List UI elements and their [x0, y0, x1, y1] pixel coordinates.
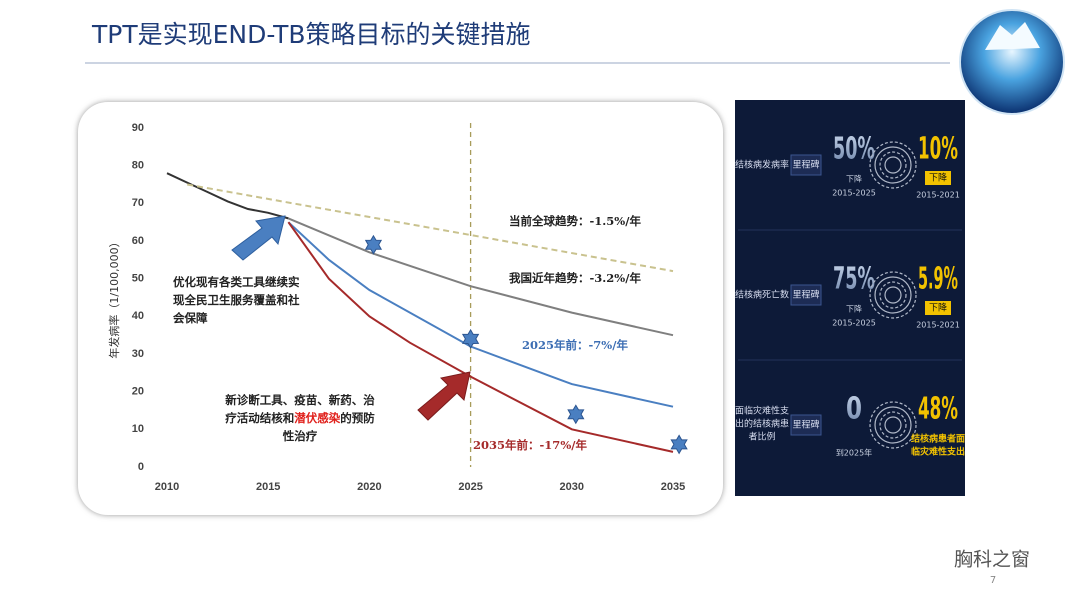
annotation: 疗活动结核和潜伏感染的预防 — [225, 411, 375, 425]
annotation: 当前全球趋势：-1.5%/年 — [509, 214, 641, 228]
iceberg-icon — [959, 9, 1065, 115]
y-axis-label: 年发病率（1/100,000） — [107, 236, 121, 358]
y-tick-label: 70 — [132, 197, 144, 209]
row-label: 出的结核病患 — [735, 418, 789, 430]
actual-note: 下降 — [929, 302, 947, 314]
y-tick-label: 80 — [132, 160, 144, 172]
milestone: 里程碑 — [792, 289, 819, 301]
y-tick-label: 90 — [132, 122, 144, 134]
actual-period: 2015-2021 — [916, 321, 960, 330]
actual-value: 48% — [918, 392, 958, 427]
row-label: 者比例 — [748, 431, 775, 443]
arrow — [417, 371, 471, 421]
page-number: 7 — [990, 575, 996, 586]
arrow — [231, 215, 286, 261]
iceberg-tip — [985, 22, 1040, 50]
trend-line — [288, 217, 674, 337]
annotation-part: 的预防 — [340, 411, 375, 425]
actual-note: 下降 — [929, 172, 947, 184]
icon-ring — [869, 271, 917, 319]
icon-ring — [869, 401, 917, 449]
milestone-star — [461, 328, 480, 349]
x-tick-label: 2025 — [458, 481, 482, 493]
target-note: 下降 — [846, 174, 862, 184]
annotation: 优化现有各类工具继续实 — [173, 275, 300, 289]
trend-line — [187, 183, 674, 273]
row-label: 面临灾难性支 — [735, 405, 789, 417]
icon-ring — [879, 411, 907, 439]
x-tick-label: 2010 — [155, 481, 179, 493]
row-label: 结核病发病率 — [735, 159, 789, 171]
actual-value: 5.9% — [918, 262, 958, 297]
actual-note-box — [925, 171, 951, 185]
milestone-star — [670, 434, 688, 455]
trend-line — [166, 172, 289, 220]
milestone-box — [790, 154, 822, 176]
row-label: 结核病死亡数 — [735, 289, 789, 301]
annotation: 会保障 — [172, 311, 208, 325]
slide-title: TPT是实现END-TB策略目标的关键措施 — [91, 20, 531, 49]
x-tick-label: 2020 — [357, 481, 381, 493]
annotation-part: 疗活动结核和 — [225, 411, 294, 425]
icon-ring — [879, 281, 907, 309]
icon-ring — [884, 286, 902, 304]
actual-note-box — [925, 301, 951, 315]
icon-ring — [874, 146, 912, 184]
icon-ring — [874, 406, 912, 444]
y-tick-label: 20 — [132, 386, 144, 398]
target-value: 50% — [833, 132, 875, 167]
actual-value: 10% — [918, 132, 958, 167]
target-value: 0 — [846, 392, 862, 427]
x-tick-label: 2015 — [256, 481, 280, 493]
x-tick-label: 2035 — [661, 481, 685, 493]
info-panel — [735, 100, 965, 496]
milestone-star — [364, 234, 383, 255]
trend-line — [287, 221, 674, 453]
icon-ring — [884, 156, 902, 174]
y-tick-label: 60 — [132, 235, 144, 247]
actual-period: 2015-2021 — [916, 191, 960, 200]
annotation-highlight: 潜伏感染 — [294, 411, 340, 425]
annotation: 我国近年趋势：-3.2%/年 — [509, 271, 641, 285]
milestone-box — [790, 414, 822, 436]
target-period: 到2025年 — [836, 448, 872, 458]
target-period: 2015-2025 — [832, 319, 876, 328]
milestone: 里程碑 — [792, 419, 819, 431]
annotation: 2025年前：-7%/年 — [522, 338, 628, 352]
icon-ring — [869, 141, 917, 189]
target-value: 75% — [833, 262, 875, 297]
milestone-box — [790, 284, 822, 306]
milestone-star — [567, 404, 585, 425]
icon-ring — [884, 416, 902, 434]
y-tick-label: 30 — [132, 348, 144, 360]
target-note: 下降 — [846, 304, 862, 314]
actual-note: 结核病患者面 — [911, 433, 965, 445]
y-tick-label: 50 — [132, 273, 144, 285]
actual-note: 临灾难性支出 — [911, 446, 965, 458]
info-rows: 结核病发病率 里程碑 50%下降2015-202510%下降2015-2021结核病… — [735, 132, 965, 458]
milestone: 里程碑 — [792, 159, 819, 171]
annotation: 现全民卫生服务覆盖和社 — [173, 293, 300, 307]
annotation: 2035年前：-17%/年 — [473, 438, 587, 452]
trend-line — [287, 221, 674, 408]
target-period: 2015-2025 — [832, 189, 876, 198]
watermark: 胸科之窗 — [954, 549, 1030, 571]
y-tick-label: 0 — [138, 461, 144, 473]
y-tick-label: 40 — [132, 310, 144, 322]
y-tick-label: 10 — [132, 423, 144, 435]
annotation: 新诊断工具、疫苗、新药、治 — [225, 393, 375, 407]
icon-ring — [879, 151, 907, 179]
annotation: 性治疗 — [283, 429, 318, 443]
x-tick-label: 2030 — [560, 481, 584, 493]
icon-ring — [874, 276, 912, 314]
